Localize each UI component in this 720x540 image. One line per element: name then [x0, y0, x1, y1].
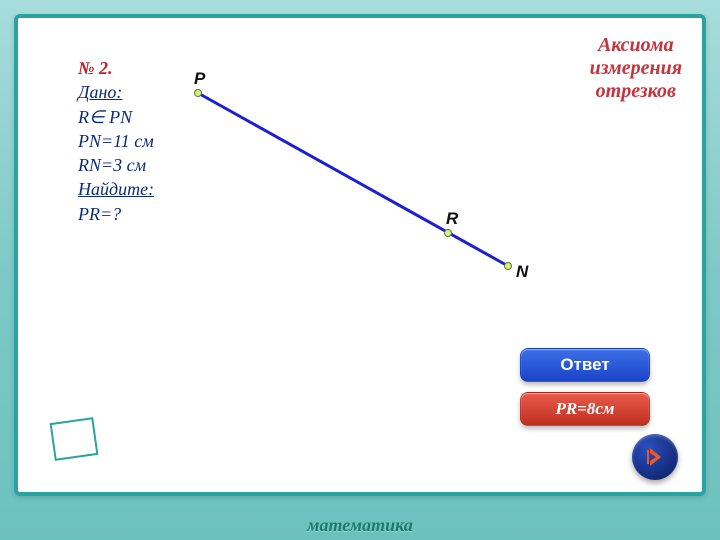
content-area: Аксиома измерения отрезков № 2. Дано: R∈…: [14, 14, 706, 496]
result-button-label: PR=8см: [555, 399, 614, 419]
slide-frame: Аксиома измерения отрезков № 2. Дано: R∈…: [0, 0, 720, 540]
condition-3: RN=3 см: [78, 153, 154, 177]
point-n: [505, 263, 512, 270]
problem-number: № 2.: [78, 56, 154, 80]
next-icon: [641, 443, 669, 471]
title-line-3: отрезков: [590, 80, 682, 103]
axiom-title: Аксиома измерения отрезков: [590, 34, 682, 103]
segment-diagram: P R N: [148, 68, 568, 328]
label-r: R: [446, 209, 458, 229]
title-line-1: Аксиома: [590, 34, 682, 57]
condition-2: PN=11 см: [78, 129, 154, 153]
point-p: [195, 90, 202, 97]
problem-statement: № 2. Дано: R∈ PN PN=11 см RN=3 см Найдит…: [78, 56, 154, 226]
find-label: Найдите:: [78, 177, 154, 201]
given-label: Дано:: [78, 80, 154, 104]
diagram-svg: [148, 68, 568, 328]
point-r: [445, 230, 452, 237]
answer-button[interactable]: Ответ: [520, 348, 650, 382]
find-value: PR=?: [78, 202, 154, 226]
result-button[interactable]: PR=8см: [520, 392, 650, 426]
label-p: P: [194, 69, 205, 89]
label-n: N: [516, 262, 528, 282]
segment-line: [198, 93, 508, 266]
answer-button-label: Ответ: [560, 355, 609, 375]
condition-1: R∈ PN: [78, 105, 154, 129]
title-line-2: измерения: [590, 57, 682, 80]
footer-text: математика: [307, 515, 413, 535]
decorative-box: [50, 417, 99, 461]
next-button[interactable]: [632, 434, 678, 480]
footer-subject: математика: [0, 510, 720, 540]
